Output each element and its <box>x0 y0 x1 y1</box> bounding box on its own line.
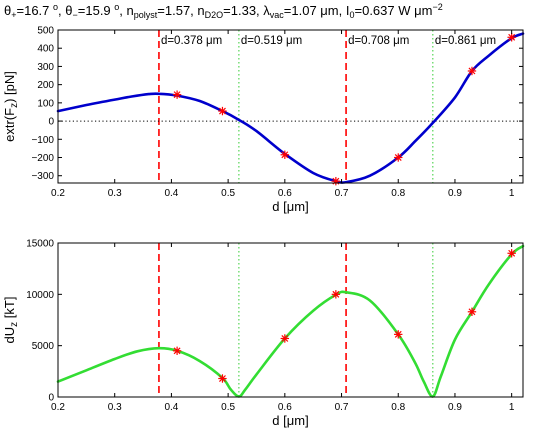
force-plot-xtick-label-2: 0.4 <box>164 188 178 199</box>
energy-plot-marker-3 <box>331 290 341 299</box>
force-plot-ytick-label-2: −100 <box>31 135 54 146</box>
force-plot-xtick-label-8: 1 <box>509 188 515 199</box>
energy-plot-xtick-label-2: 0.4 <box>164 402 178 413</box>
force-plot-marker-6 <box>507 33 516 42</box>
force-plot-annotations: d=0.378 μm d=0.519 μm d=0.708 μm d=0.861 μm <box>161 35 496 47</box>
force-plot-vline-label-3: d=0.861 μm <box>435 35 496 47</box>
title-theta-plus: θ+=16.7 o, <box>4 2 65 20</box>
force-plot-xtick-label-1: 0.3 <box>108 188 122 199</box>
energy-plot-marker-4 <box>394 330 403 339</box>
force-plot-ytick-label-1: −200 <box>31 153 54 164</box>
force-plot-marker-0 <box>172 90 182 99</box>
force-plot-ticks: 0.2 0.3 0.4 0.5 0.6 0.7 0.8 0.9 1 −300 −200 −100 0 10… <box>31 26 523 199</box>
energy-plot-ytick-label-3: 15000 <box>26 239 54 250</box>
energy-plot-ytick-label-0: 0 <box>48 393 54 404</box>
energy-plot-marker-5 <box>467 307 477 316</box>
energy-plot-xtick-label-7: 0.9 <box>448 402 462 413</box>
force-plot-xtick-label-4: 0.6 <box>278 188 292 199</box>
energy-plot-curve <box>56 244 525 398</box>
energy-plot-ylabel: dUz [kT] <box>2 297 20 344</box>
energy-plot-xtick-label-5: 0.7 <box>335 402 349 413</box>
force-plot-frame <box>57 29 524 184</box>
force-plot-series <box>56 32 525 186</box>
force-plot-ytick-label-6: 300 <box>37 62 54 73</box>
force-plot-marker-5 <box>467 66 477 76</box>
title-intensity: I0=0.637 W μm−2 <box>346 2 443 20</box>
energy-plot-marker-2 <box>280 334 290 343</box>
force-plot-marker-1 <box>218 106 227 116</box>
energy-plot-xlabel: d [μm] <box>272 413 308 428</box>
force-plot-xlabel: d [μm] <box>272 199 308 214</box>
force-plot-ytick-label-4: 100 <box>37 98 54 109</box>
energy-plot-frame <box>57 242 524 398</box>
energy-plot-xtick-label-3: 0.5 <box>221 402 235 413</box>
force-plot-ylabel: extr(Fz) [pN] <box>2 71 20 142</box>
force-plot-vline-label-0: d=0.378 μm <box>161 35 222 47</box>
force-plot-marker-3 <box>331 176 341 186</box>
force-plot-ytick-label-8: 500 <box>37 26 54 37</box>
force-plot-xtick-label-6: 0.8 <box>391 188 405 199</box>
force-plot-ytick-label-0: −300 <box>31 171 54 182</box>
force-plot-xtick-label-5: 0.7 <box>335 188 349 199</box>
force-plot-marker-4 <box>394 153 403 162</box>
title-lambda: λvac=1.07 μm, <box>263 3 346 20</box>
force-plot-marker-2 <box>280 150 290 159</box>
chart-title: θ+=16.7 o, θ−=15.9 o, npolyst=1.57, nD2O… <box>4 2 443 20</box>
energy-plot-marker-1 <box>218 374 227 383</box>
force-plot-ytick-label-3: 0 <box>48 117 54 128</box>
force-plot-curve <box>56 32 525 184</box>
force-plot-ytick-label-7: 400 <box>37 44 54 55</box>
force-plot-ytick-label-5: 200 <box>37 80 54 91</box>
force-plot-vline-label-2: d=0.708 μm <box>348 35 409 47</box>
energy-plot-xtick-label-6: 0.8 <box>391 402 405 413</box>
energy-plot-ticks: 0.2 0.3 0.4 0.5 0.6 0.7 0.8 0.9 1 0 5000 10000 15000 <box>26 239 523 413</box>
force-plot-vlines <box>158 30 434 183</box>
force-plot-xtick-label-3: 0.5 <box>221 188 235 199</box>
energy-plot-xtick-label-8: 1 <box>509 402 515 413</box>
energy-plot: 0.2 0.3 0.4 0.5 0.6 0.7 0.8 0.9 1 0 5000 10000 15000… <box>2 239 525 428</box>
energy-plot-marker-6 <box>507 249 516 258</box>
energy-plot-marker-0 <box>172 346 182 355</box>
energy-plot-xtick-label-1: 0.3 <box>108 402 122 413</box>
energy-plot-ytick-label-2: 10000 <box>26 290 54 301</box>
energy-plot-vlines <box>158 243 434 397</box>
force-plot: 0.2 0.3 0.4 0.5 0.6 0.7 0.8 0.9 1 −300 −200 −100 0 10… <box>2 26 525 214</box>
force-plot-xtick-label-0: 0.2 <box>51 188 65 199</box>
title-theta-minus: θ−=15.9 o, <box>65 2 126 20</box>
energy-plot-xtick-label-0: 0.2 <box>51 402 65 413</box>
energy-plot-series <box>56 244 525 398</box>
force-plot-xtick-label-7: 0.9 <box>448 188 462 199</box>
force-plot-vline-label-1: d=0.519 μm <box>241 35 302 47</box>
energy-plot-ytick-label-1: 5000 <box>32 341 55 352</box>
energy-plot-xtick-label-4: 0.6 <box>278 402 292 413</box>
